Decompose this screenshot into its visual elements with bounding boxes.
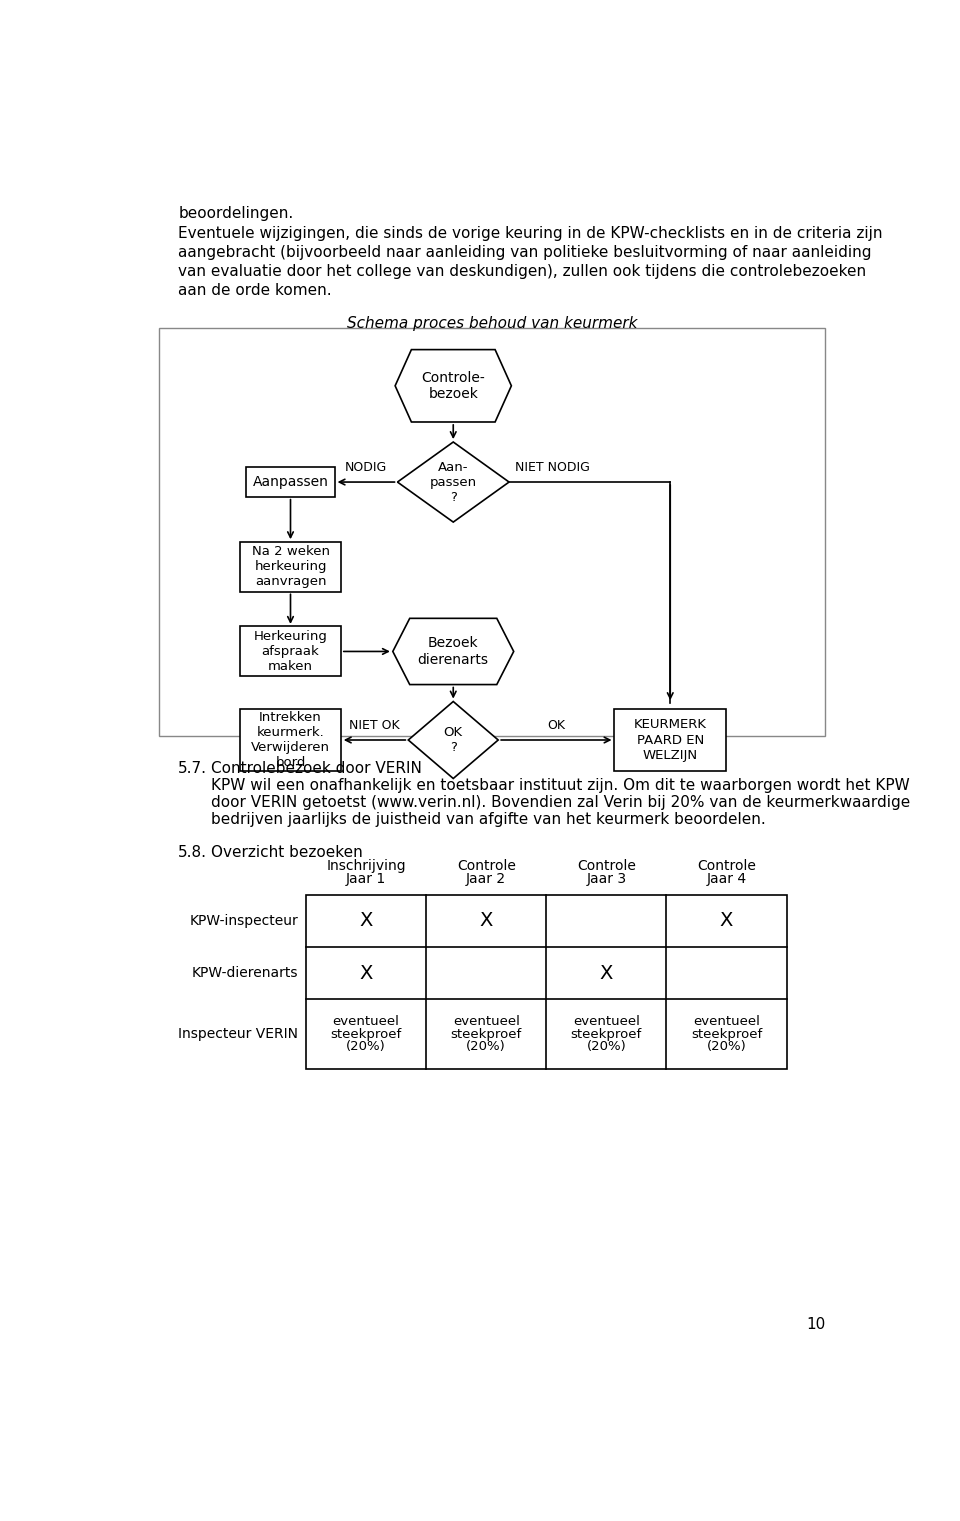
- Bar: [158, 329, 826, 736]
- Text: Controle: Controle: [577, 859, 636, 873]
- Text: Controle: Controle: [697, 859, 756, 873]
- Text: Schema proces behoud van keurmerk: Schema proces behoud van keurmerk: [347, 316, 637, 332]
- Text: Inspecteur VERIN: Inspecteur VERIN: [179, 1027, 299, 1042]
- Text: Controle-
bezoek: Controle- bezoek: [421, 371, 485, 402]
- Text: 10: 10: [806, 1317, 826, 1332]
- Text: eventueel: eventueel: [332, 1016, 399, 1028]
- Text: X: X: [479, 911, 492, 931]
- Text: Intrekken
keurmerk.
Verwijderen
bord: Intrekken keurmerk. Verwijderen bord: [251, 710, 330, 770]
- Text: Aan-
passen
?: Aan- passen ?: [430, 461, 477, 503]
- Text: (20%): (20%): [347, 1040, 386, 1053]
- Text: NODIG: NODIG: [345, 461, 387, 475]
- Text: Aanpassen: Aanpassen: [252, 475, 328, 490]
- Text: (20%): (20%): [707, 1040, 746, 1053]
- Text: KPW-dierenarts: KPW-dierenarts: [192, 966, 299, 981]
- Bar: [614, 709, 727, 771]
- Text: NIET NODIG: NIET NODIG: [516, 461, 590, 475]
- Bar: [240, 709, 341, 771]
- Text: eventueel: eventueel: [693, 1016, 760, 1028]
- Text: KEURMERK
PAARD EN
WELZIJN: KEURMERK PAARD EN WELZIJN: [634, 718, 707, 762]
- Bar: [240, 627, 341, 677]
- Polygon shape: [393, 619, 514, 684]
- Text: Eventuele wijzigingen, die sinds de vorige keuring in de KPW-checklists en in de: Eventuele wijzigingen, die sinds de vori…: [179, 225, 882, 240]
- Text: steekproef: steekproef: [691, 1028, 762, 1040]
- Text: steekproef: steekproef: [330, 1028, 401, 1040]
- Text: KPW wil een onafhankelijk en toetsbaar instituut zijn. Om dit te waarborgen word: KPW wil een onafhankelijk en toetsbaar i…: [210, 777, 909, 792]
- Polygon shape: [397, 443, 509, 522]
- Text: Bezoek
dierenarts: Bezoek dierenarts: [418, 636, 489, 666]
- Text: van evaluatie door het college van deskundigen), zullen ook tijdens die controle: van evaluatie door het college van desku…: [179, 265, 866, 280]
- Text: KPW-inspecteur: KPW-inspecteur: [189, 914, 299, 928]
- Text: Inschrijving: Inschrijving: [326, 859, 406, 873]
- Text: 5.8.: 5.8.: [179, 846, 207, 861]
- Polygon shape: [396, 350, 512, 421]
- Text: X: X: [600, 964, 613, 983]
- Text: steekproef: steekproef: [450, 1028, 522, 1040]
- Text: Na 2 weken
herkeuring
aanvragen: Na 2 weken herkeuring aanvragen: [252, 545, 329, 589]
- Text: aangebracht (bijvoorbeeld naar aanleiding van politieke besluitvorming of naar a: aangebracht (bijvoorbeeld naar aanleidin…: [179, 245, 872, 260]
- Bar: [246, 467, 335, 497]
- Text: steekproef: steekproef: [570, 1028, 642, 1040]
- Text: (20%): (20%): [587, 1040, 626, 1053]
- Text: X: X: [720, 911, 733, 931]
- Text: 5.7.: 5.7.: [179, 760, 207, 776]
- Text: aan de orde komen.: aan de orde komen.: [179, 283, 332, 298]
- Text: eventueel: eventueel: [453, 1016, 519, 1028]
- Text: eventueel: eventueel: [573, 1016, 639, 1028]
- Text: X: X: [359, 911, 372, 931]
- Text: Herkeuring
afspraak
maken: Herkeuring afspraak maken: [253, 630, 327, 672]
- Bar: [306, 894, 786, 1069]
- Text: OK: OK: [547, 719, 565, 732]
- Text: bedrijven jaarlijks de juistheid van afgifte van het keurmerk beoordelen.: bedrijven jaarlijks de juistheid van afg…: [210, 812, 765, 826]
- Text: Overzicht bezoeken: Overzicht bezoeken: [210, 846, 363, 861]
- Text: beoordelingen.: beoordelingen.: [179, 207, 294, 222]
- Bar: [240, 541, 341, 592]
- Text: Controlebezoek door VERIN: Controlebezoek door VERIN: [210, 760, 421, 776]
- Text: NIET OK: NIET OK: [349, 719, 400, 732]
- Text: OK
?: OK ?: [444, 726, 463, 754]
- Text: Jaar 2: Jaar 2: [467, 872, 506, 885]
- Text: (20%): (20%): [467, 1040, 506, 1053]
- Text: X: X: [359, 964, 372, 983]
- Text: Jaar 3: Jaar 3: [587, 872, 626, 885]
- Text: door VERIN getoetst (www.verin.nl). Bovendien zal Verin bij 20% van de keurmerkw: door VERIN getoetst (www.verin.nl). Bove…: [210, 794, 910, 809]
- Polygon shape: [408, 701, 498, 779]
- Text: Controle: Controle: [457, 859, 516, 873]
- Text: Jaar 4: Jaar 4: [707, 872, 747, 885]
- Text: Jaar 1: Jaar 1: [346, 872, 386, 885]
